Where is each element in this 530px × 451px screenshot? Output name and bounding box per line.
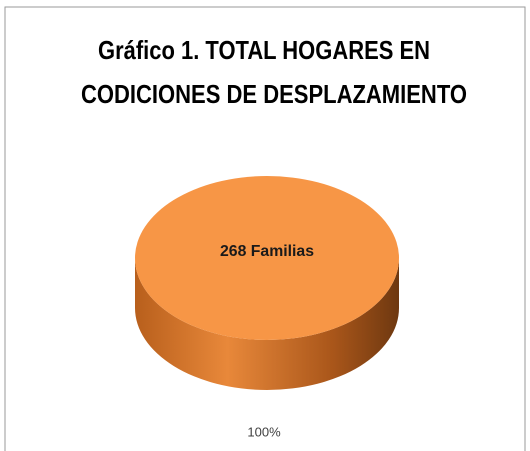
chart-title: Gráfico 1. TOTAL HOGARES EN [98, 35, 430, 65]
slice [135, 176, 399, 340]
pie: 268 Familias 100% [135, 176, 399, 439]
chart-title: CODICIONES DE DESPLAZAMIENTO [81, 79, 467, 109]
data-label: 268 Familias [220, 243, 314, 260]
chart-frame [4, 6, 526, 451]
percentage-label: 100% [247, 424, 281, 439]
slice-side [135, 258, 399, 390]
